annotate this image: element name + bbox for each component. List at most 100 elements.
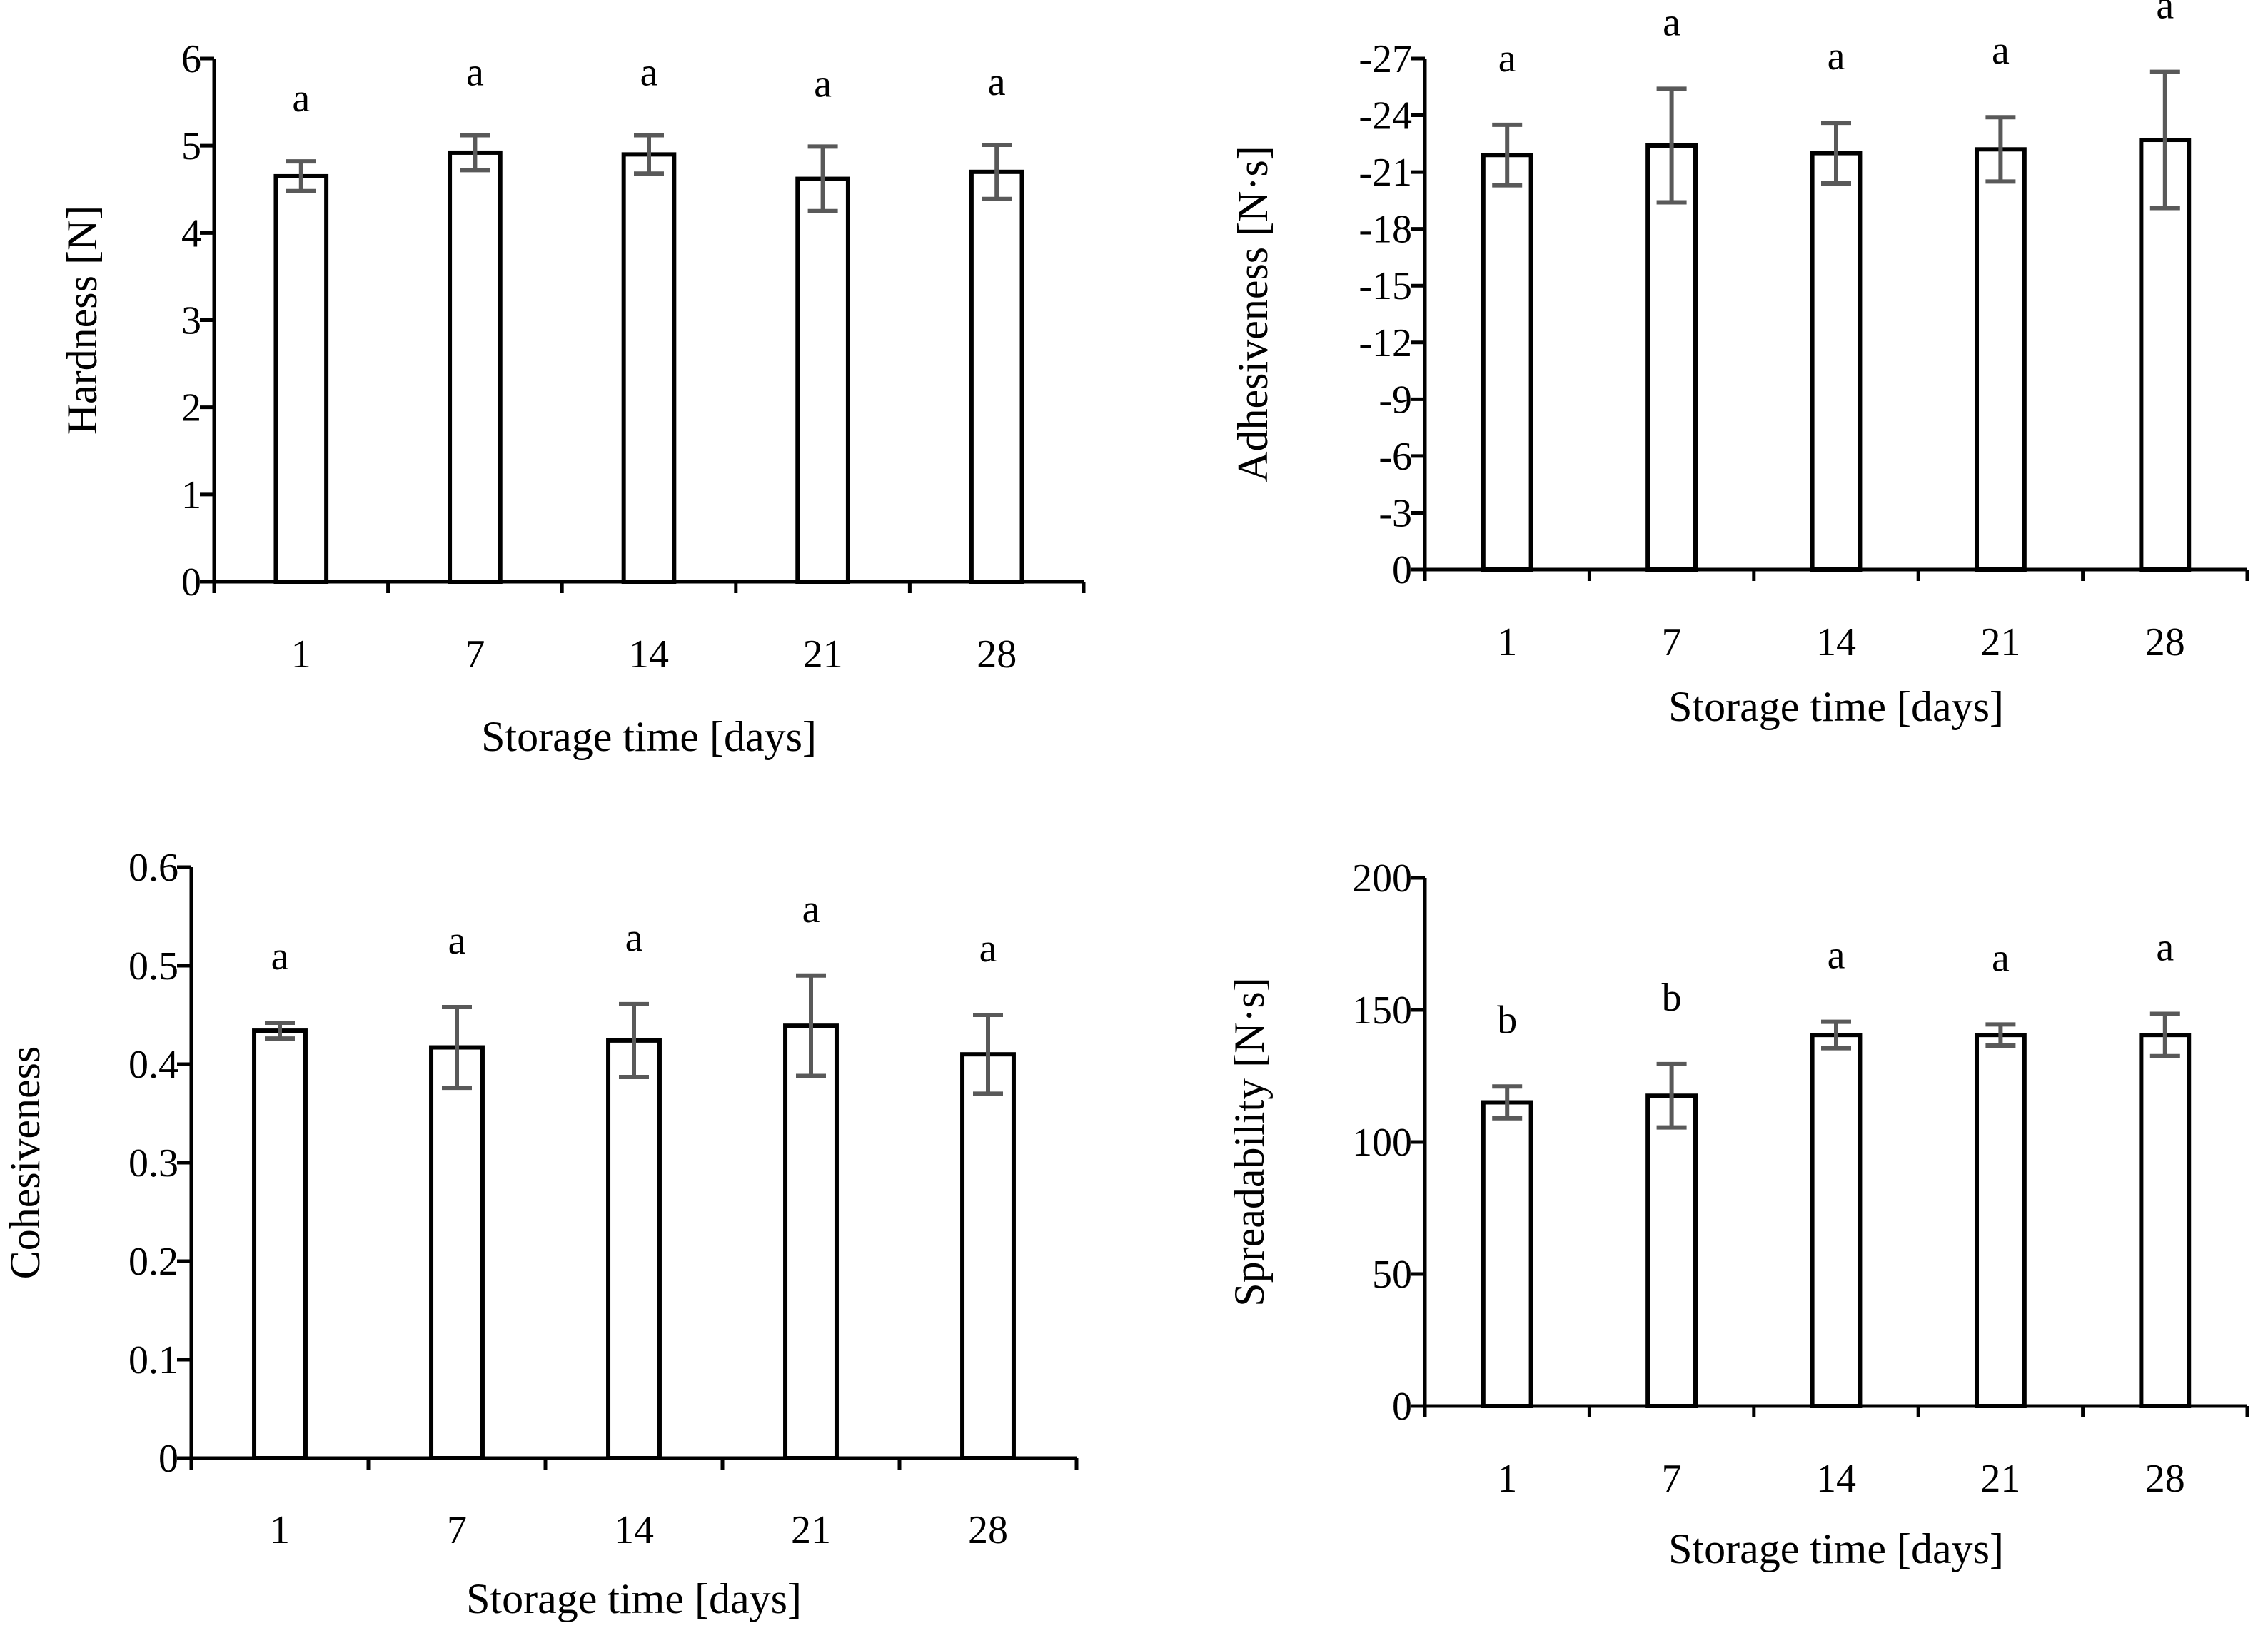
hardness-y-tick-label: 0 [181, 560, 201, 605]
chart-cohesiveness: a 1 a 7 a 14 a 21 a 28 0 0.1 0.2 0.3 0.4 0.5 0.6 Storage … [1, 846, 1079, 1622]
adhesiveness-y-axis-title: Adhesiveness [N·s] [1229, 146, 1276, 482]
cohesiveness-bar-28 [960, 1052, 1016, 1460]
spreadability-significance-letter-14: a [1828, 934, 1845, 978]
hardness-significance-letter-28: a [988, 60, 1006, 104]
hardness-y-tick-label: 2 [181, 386, 201, 430]
cohesiveness-x-tick-label-21: 21 [791, 1508, 831, 1552]
spreadability-x-tick-label-7: 7 [1662, 1457, 1682, 1501]
hardness-bar-1 [273, 173, 329, 585]
chart-adhesiveness: a 1 a 7 a 14 a 21 a 28 0 -3 -6 -9 -12 -15 -18 -21 -24 -27 St… [1229, 0, 2249, 730]
spreadability-error-bar-7 [1656, 1061, 1687, 1130]
adhesiveness-y-tick-label: -15 [1359, 264, 1412, 308]
chart-hardness: a 1 a 7 a 14 a 21 a 28 0 1 2 3 4 5 6 Storage time [days] H… [59, 37, 1086, 760]
cohesiveness-y-tick-label: 0.6 [128, 846, 178, 890]
adhesiveness-y-tick-label: 0 [1392, 548, 1412, 592]
spreadability-x-tick-label-28: 28 [2145, 1457, 2185, 1501]
adhesiveness-x-tick-label-7: 7 [1662, 620, 1682, 664]
cohesiveness-x-tick-label-14: 14 [614, 1508, 654, 1552]
spreadability-y-tick-label: 150 [1352, 989, 1412, 1033]
cohesiveness-x-tick-label-28: 28 [968, 1508, 1008, 1552]
hardness-y-tick-label: 4 [181, 211, 201, 256]
cohesiveness-error-bar-14 [619, 1001, 649, 1079]
adhesiveness-error-bar-7 [1656, 86, 1687, 205]
adhesiveness-significance-letter-28: a [2156, 0, 2174, 28]
cohesiveness-y-tick-label: 0 [158, 1437, 178, 1481]
spreadability-y-tick-label: 0 [1392, 1385, 1412, 1429]
spreadability-y-tick-label: 200 [1352, 856, 1412, 901]
adhesiveness-error-bar-21 [1985, 115, 2016, 184]
spreadability-bar-21 [1974, 1033, 2027, 1408]
adhesiveness-bar-21 [1974, 147, 2027, 572]
adhesiveness-bar-1 [1481, 153, 1533, 572]
adhesiveness-error-bar-28 [2149, 69, 2180, 211]
spreadability-error-bar-14 [1821, 1019, 1851, 1051]
cohesiveness-significance-letter-1: a [271, 934, 289, 979]
cohesiveness-error-bar-28 [973, 1013, 1003, 1096]
cohesiveness-y-tick-label: 0.3 [128, 1141, 178, 1185]
adhesiveness-y-tick-label: -12 [1359, 321, 1412, 365]
hardness-significance-letter-7: a [466, 51, 484, 95]
hardness-x-tick-label-7: 7 [465, 632, 485, 677]
spreadability-x-tick-label-1: 1 [1497, 1457, 1517, 1501]
cohesiveness-significance-letter-21: a [802, 887, 820, 931]
hardness-y-tick-label: 1 [181, 473, 201, 517]
adhesiveness-error-bar-1 [1492, 122, 1523, 188]
hardness-x-tick-label-1: 1 [291, 632, 311, 677]
hardness-y-tick-label: 5 [181, 124, 201, 168]
hardness-error-bar-7 [460, 133, 490, 173]
adhesiveness-y-tick-label: -9 [1379, 378, 1412, 422]
spreadability-x-axis-title: Storage time [days] [1668, 1525, 2004, 1572]
spreadability-significance-letter-21: a [1992, 936, 2010, 980]
cohesiveness-x-tick-label-7: 7 [447, 1508, 467, 1552]
cohesiveness-x-axis-title: Storage time [days] [466, 1575, 802, 1622]
hardness-x-tick-label-28: 28 [977, 632, 1017, 677]
hardness-error-bar-1 [286, 159, 316, 193]
spreadability-significance-letter-28: a [2156, 926, 2174, 970]
spreadability-x-tick-label-14: 14 [1816, 1457, 1856, 1501]
adhesiveness-x-tick-label-28: 28 [2145, 620, 2185, 664]
adhesiveness-x-tick-label-14: 14 [1816, 620, 1856, 664]
cohesiveness-y-tick-label: 0.4 [128, 1043, 178, 1087]
cohesiveness-y-tick-label: 0.5 [128, 944, 178, 989]
adhesiveness-bar-7 [1645, 143, 1698, 572]
hardness-error-bar-14 [634, 133, 664, 176]
spreadability-significance-letter-1: b [1497, 998, 1517, 1042]
hardness-y-axis-title: Hardness [N] [59, 206, 106, 435]
spreadability-y-axis-title: Spreadability [N·s] [1226, 977, 1273, 1307]
hardness-x-tick-label-21: 21 [803, 632, 843, 677]
spreadability-bar-7 [1645, 1093, 1698, 1408]
hardness-bar-28 [969, 169, 1024, 585]
hardness-bar-7 [448, 150, 503, 584]
spreadability-error-bar-21 [1985, 1022, 2016, 1048]
cohesiveness-bar-21 [783, 1023, 839, 1461]
adhesiveness-significance-letter-7: a [1663, 0, 1680, 44]
hardness-y-tick-label: 6 [181, 37, 201, 81]
adhesiveness-significance-letter-1: a [1498, 36, 1516, 81]
cohesiveness-y-tick-label: 0.2 [128, 1240, 178, 1284]
cohesiveness-error-bar-1 [265, 1021, 295, 1041]
cohesiveness-error-bar-7 [442, 1004, 472, 1091]
adhesiveness-y-tick-label: -18 [1359, 208, 1412, 252]
spreadability-y-tick-label: 50 [1372, 1253, 1412, 1297]
spreadability-bar-14 [1810, 1033, 1863, 1408]
cohesiveness-significance-letter-28: a [979, 926, 997, 971]
spreadability-error-bar-1 [1492, 1084, 1523, 1121]
hardness-y-tick-label: 3 [181, 299, 201, 343]
adhesiveness-error-bar-14 [1821, 121, 1851, 186]
adhesiveness-y-tick-label: -27 [1359, 37, 1412, 81]
hardness-x-tick-label-14: 14 [629, 632, 669, 677]
hardness-significance-letter-1: a [292, 76, 310, 121]
adhesiveness-y-tick-label: -21 [1359, 151, 1412, 195]
adhesiveness-bar-14 [1810, 151, 1863, 572]
adhesiveness-y-tick-label: -6 [1379, 435, 1412, 479]
spreadability-significance-letter-7: b [1662, 976, 1682, 1020]
adhesiveness-significance-letter-21: a [1992, 29, 2010, 73]
cohesiveness-y-axis-title: Cohesiveness [1, 1046, 49, 1280]
adhesiveness-x-axis-title: Storage time [days] [1668, 683, 2004, 730]
cohesiveness-bar-1 [252, 1028, 308, 1460]
hardness-significance-letter-14: a [640, 51, 658, 95]
hardness-error-bar-28 [982, 142, 1012, 201]
hardness-bar-21 [795, 176, 850, 584]
adhesiveness-x-tick-label-21: 21 [1980, 620, 2020, 664]
